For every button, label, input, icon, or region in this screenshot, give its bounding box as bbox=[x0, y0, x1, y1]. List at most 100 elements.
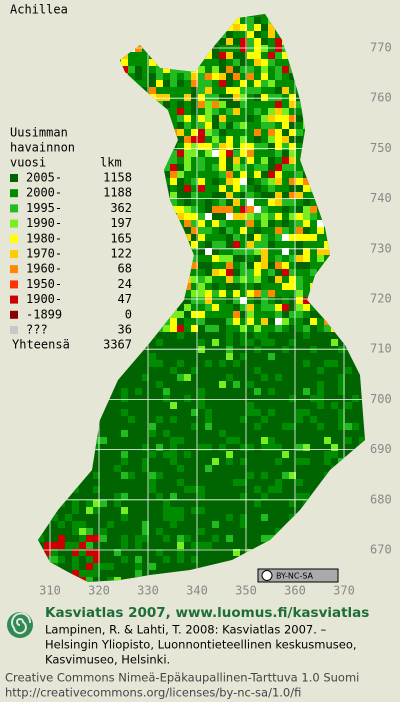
legend-swatch bbox=[10, 310, 18, 319]
license-url: http://creativecommons.org/licenses/by-n… bbox=[5, 686, 301, 700]
cell bbox=[219, 185, 226, 192]
cell bbox=[261, 332, 268, 339]
cell bbox=[191, 276, 198, 283]
cell bbox=[261, 444, 268, 451]
cell bbox=[254, 171, 261, 178]
cell bbox=[247, 108, 254, 115]
cell bbox=[142, 59, 149, 66]
cell bbox=[240, 164, 247, 171]
cell bbox=[156, 80, 163, 87]
cell bbox=[191, 164, 198, 171]
cell bbox=[240, 178, 247, 185]
cell bbox=[233, 297, 240, 304]
cell bbox=[191, 311, 198, 318]
cell bbox=[240, 136, 247, 143]
cell bbox=[275, 101, 282, 108]
cell bbox=[184, 80, 191, 87]
cell bbox=[135, 542, 142, 549]
cell bbox=[331, 402, 338, 409]
cell bbox=[121, 430, 128, 437]
cell bbox=[254, 248, 261, 255]
cell bbox=[296, 150, 303, 157]
cell bbox=[184, 220, 191, 227]
cell bbox=[198, 122, 205, 129]
cell bbox=[275, 73, 282, 80]
cell bbox=[254, 367, 261, 374]
cell bbox=[282, 157, 289, 164]
cell bbox=[170, 318, 177, 325]
cell bbox=[254, 409, 261, 416]
cell bbox=[93, 444, 100, 451]
cell bbox=[289, 262, 296, 269]
cell bbox=[268, 150, 275, 157]
cell bbox=[303, 458, 310, 465]
cell bbox=[219, 255, 226, 262]
cell bbox=[296, 227, 303, 234]
cell bbox=[191, 185, 198, 192]
cell bbox=[177, 514, 184, 521]
cell bbox=[198, 220, 205, 227]
cell bbox=[275, 486, 282, 493]
cell bbox=[198, 269, 205, 276]
cell bbox=[198, 185, 205, 192]
cell bbox=[282, 290, 289, 297]
cell bbox=[247, 24, 254, 31]
cell bbox=[261, 129, 268, 136]
cell bbox=[233, 220, 240, 227]
grid-label-right: 710 bbox=[370, 342, 392, 356]
cell bbox=[247, 192, 254, 199]
cell bbox=[177, 332, 184, 339]
cell bbox=[254, 486, 261, 493]
cell bbox=[289, 339, 296, 346]
cell bbox=[163, 87, 170, 94]
cell bbox=[191, 213, 198, 220]
cell bbox=[198, 136, 205, 143]
cell bbox=[261, 416, 268, 423]
cell bbox=[261, 290, 268, 297]
cell bbox=[86, 570, 93, 577]
cell bbox=[51, 556, 58, 563]
legend-label: -1899 bbox=[26, 307, 62, 321]
cell bbox=[184, 101, 191, 108]
cell bbox=[247, 59, 254, 66]
cell bbox=[240, 80, 247, 87]
cell bbox=[268, 45, 275, 52]
cell bbox=[324, 241, 331, 248]
cell bbox=[212, 185, 219, 192]
cell bbox=[289, 178, 296, 185]
cell bbox=[170, 157, 177, 164]
cell bbox=[177, 143, 184, 150]
cell bbox=[198, 199, 205, 206]
cell bbox=[226, 108, 233, 115]
cell bbox=[219, 430, 226, 437]
cell bbox=[254, 14, 261, 17]
cell bbox=[212, 164, 219, 171]
cell bbox=[142, 444, 149, 451]
cell bbox=[205, 325, 212, 332]
legend-count: 122 bbox=[110, 247, 132, 261]
cell bbox=[198, 80, 205, 87]
cell bbox=[282, 66, 289, 73]
cell bbox=[86, 556, 93, 563]
cell bbox=[58, 521, 65, 528]
cell bbox=[184, 185, 191, 192]
cell bbox=[233, 234, 240, 241]
cell bbox=[233, 248, 240, 255]
cell bbox=[317, 325, 324, 332]
cell bbox=[303, 185, 310, 192]
cell bbox=[268, 59, 275, 66]
cell bbox=[219, 143, 226, 150]
cell bbox=[212, 136, 219, 143]
cell bbox=[261, 122, 268, 129]
cell bbox=[289, 115, 296, 122]
legend-label: 2005- bbox=[26, 171, 62, 185]
cell bbox=[240, 17, 247, 24]
cell bbox=[149, 486, 156, 493]
cell bbox=[289, 94, 296, 101]
cell bbox=[275, 283, 282, 290]
cell bbox=[121, 507, 128, 514]
cell bbox=[247, 94, 254, 101]
cell bbox=[268, 80, 275, 87]
cell bbox=[296, 129, 303, 136]
